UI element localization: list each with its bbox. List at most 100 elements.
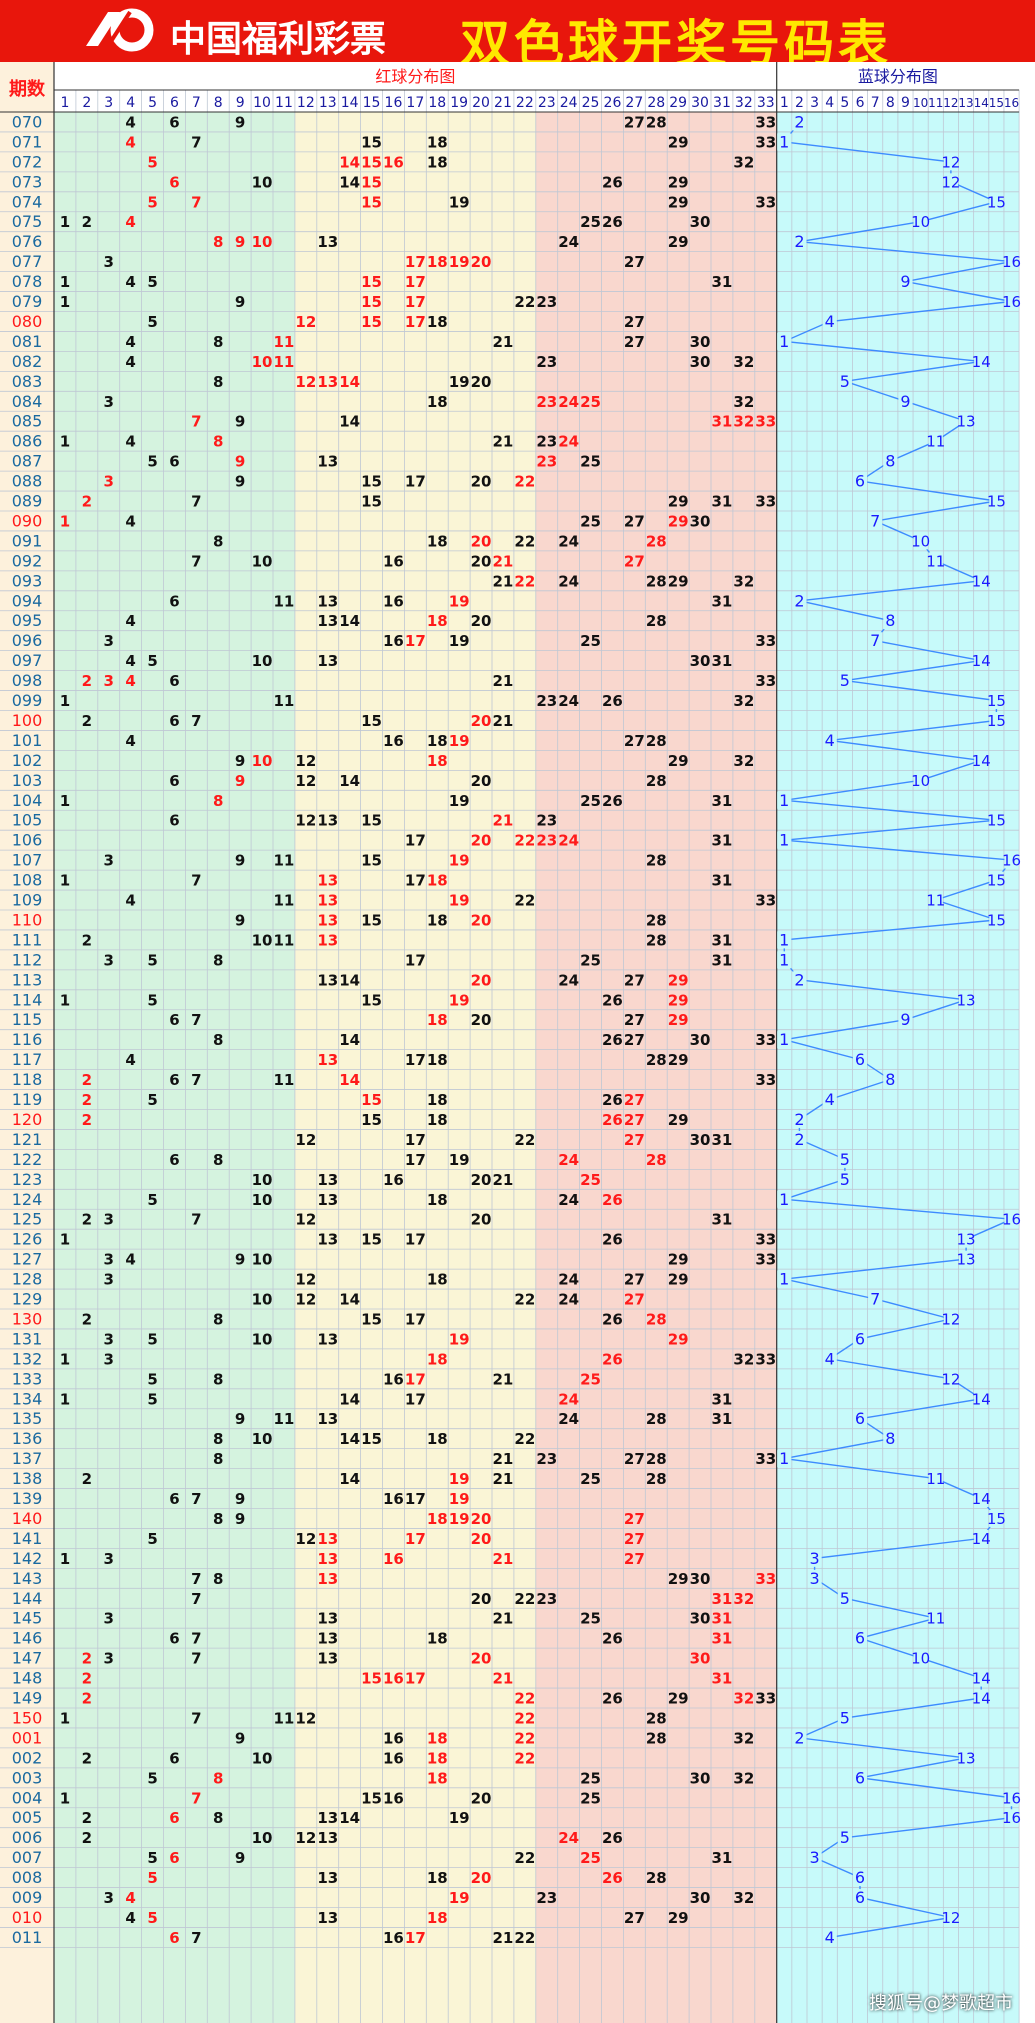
- red-ball-number: 9: [235, 113, 245, 131]
- red-ball-number: 24: [558, 393, 579, 411]
- red-ball-number: 33: [755, 1450, 776, 1468]
- red-ball-number: 21: [493, 672, 514, 690]
- red-ball-number: 8: [213, 233, 223, 251]
- red-col-label: 24: [560, 95, 578, 111]
- period-label: 005: [12, 1808, 43, 1827]
- red-ball-number: 12: [295, 1530, 316, 1548]
- red-ball-number: 29: [668, 1251, 689, 1269]
- red-ball-number: 29: [668, 173, 689, 191]
- period-label: 095: [12, 611, 43, 630]
- red-ball-number: 14: [339, 772, 360, 790]
- blue-ball-cell: [928, 891, 943, 909]
- blue-ball-number: 14: [972, 1670, 991, 1688]
- red-col-label: 3: [104, 95, 113, 111]
- red-ball-number: 17: [405, 1929, 426, 1947]
- red-ball-number: 1: [60, 1789, 70, 1807]
- red-ball-number: 27: [624, 1131, 645, 1149]
- red-ball-number: 33: [755, 632, 776, 650]
- red-ball-number: 25: [580, 632, 601, 650]
- period-label: 087: [12, 452, 43, 471]
- red-ball-number: 18: [427, 393, 448, 411]
- red-ball-number: 18: [427, 1430, 448, 1448]
- red-ball-number: 5: [147, 1849, 157, 1867]
- red-ball-number: 2: [82, 1809, 92, 1827]
- red-col-label: 9: [236, 95, 245, 111]
- red-ball-number: 17: [405, 1151, 426, 1169]
- red-ball-number: 30: [690, 333, 711, 351]
- red-ball-number: 4: [125, 612, 135, 630]
- blue-ball-number: 16: [1002, 1789, 1021, 1807]
- blue-ball-number: 6: [855, 472, 865, 491]
- red-ball-number: 3: [104, 852, 114, 870]
- red-col-label: 26: [604, 95, 622, 111]
- red-ball-number: 18: [427, 1729, 448, 1747]
- period-label: 085: [12, 412, 43, 431]
- red-ball-number: 30: [690, 213, 711, 231]
- period-label: 149: [12, 1689, 43, 1708]
- red-ball-number: 16: [383, 552, 404, 570]
- red-ball-number: 20: [471, 1650, 492, 1668]
- red-ball-number: 28: [646, 1869, 667, 1887]
- blue-ball-number: 11: [926, 552, 945, 570]
- red-col-label: 25: [582, 95, 600, 111]
- blue-ball-number: 14: [972, 1490, 991, 1508]
- period-label: 088: [12, 472, 43, 491]
- red-ball-number: 8: [213, 951, 223, 969]
- red-ball-number: 19: [449, 253, 470, 271]
- red-ball-number: 28: [646, 1151, 667, 1169]
- red-ball-number: 27: [624, 552, 645, 570]
- red-ball-number: 31: [712, 413, 733, 431]
- blue-ball-cell: [974, 1669, 989, 1687]
- red-col-label: 11: [275, 95, 293, 111]
- red-ball-number: 13: [317, 1630, 338, 1648]
- red-ball-number: 5: [147, 273, 157, 291]
- blue-ball-cell: [868, 512, 883, 530]
- red-ball-number: 15: [361, 293, 382, 311]
- period-label: 141: [12, 1529, 43, 1548]
- red-ball-number: 12: [295, 313, 316, 331]
- red-zone-3: [535, 112, 777, 2023]
- blue-ball-number: 8: [885, 1070, 895, 1089]
- red-ball-number: 22: [514, 1430, 535, 1448]
- blue-ball-cell: [943, 153, 958, 171]
- red-ball-number: 10: [252, 1171, 273, 1189]
- blue-ball-number: 16: [1002, 253, 1021, 271]
- blue-ball-cell: [913, 532, 928, 550]
- period-label: 101: [12, 731, 43, 750]
- red-ball-number: 14: [339, 1291, 360, 1309]
- red-col-label: 12: [297, 95, 315, 111]
- red-ball-number: 9: [235, 233, 245, 251]
- blue-ball-cell: [928, 1609, 943, 1627]
- red-ball-number: 32: [733, 393, 754, 411]
- period-label: 138: [12, 1469, 43, 1488]
- red-ball-number: 31: [712, 931, 733, 949]
- blue-ball-cell: [959, 991, 974, 1009]
- blue-ball-cell: [837, 1150, 852, 1168]
- period-label: 081: [12, 332, 43, 351]
- red-ball-number: 8: [213, 1450, 223, 1468]
- red-ball-number: 25: [580, 1171, 601, 1189]
- blue-ball-cell: [928, 552, 943, 570]
- blue-ball-number: 6: [855, 1768, 865, 1787]
- period-label: 121: [12, 1130, 43, 1149]
- red-ball-number: 10: [252, 1251, 273, 1269]
- red-ball-number: 19: [449, 792, 470, 810]
- red-ball-number: 21: [493, 333, 514, 351]
- red-ball-number: 33: [755, 1350, 776, 1368]
- red-ball-number: 2: [82, 931, 92, 949]
- red-ball-number: 14: [339, 971, 360, 989]
- red-ball-number: 29: [668, 572, 689, 590]
- red-ball-number: 2: [82, 1690, 92, 1708]
- red-ball-number: 9: [235, 413, 245, 431]
- blue-ball-cell: [837, 1829, 852, 1847]
- blue-ball-number: 12: [941, 173, 960, 191]
- blue-ball-number: 9: [900, 392, 910, 411]
- red-ball-number: 19: [449, 991, 470, 1009]
- red-ball-number: 14: [339, 1071, 360, 1089]
- blue-ball-cell: [989, 911, 1004, 929]
- blue-ball-number: 12: [941, 1310, 960, 1328]
- red-ball-number: 13: [317, 971, 338, 989]
- red-ball-number: 21: [493, 433, 514, 451]
- blue-ball-number: 15: [987, 812, 1006, 830]
- red-ball-number: 29: [668, 133, 689, 151]
